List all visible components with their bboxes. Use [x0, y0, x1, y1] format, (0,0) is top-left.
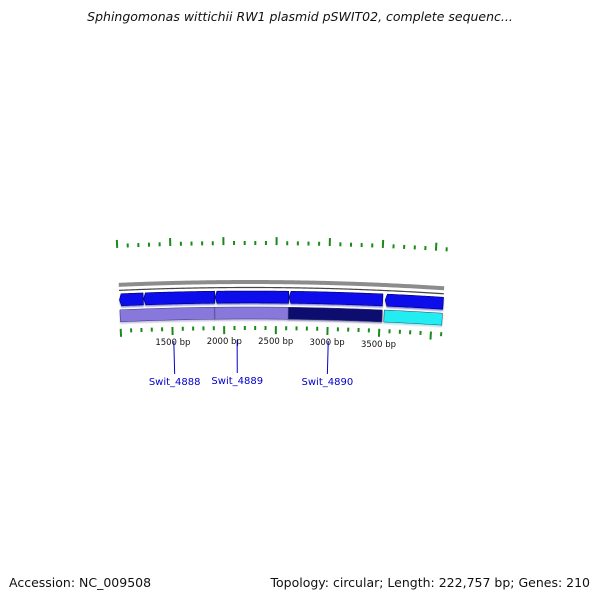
backbone-line [118, 280, 445, 291]
forward-strand-genes [119, 290, 444, 310]
map-title: Sphingomonas wittichii RW1 plasmid pSWIT… [87, 9, 513, 24]
gene-labels: Swit_4888 Swit_4889 Swit_4890 [149, 340, 353, 388]
reverse-gene-2 [214, 306, 289, 320]
gene-label-leader [326, 341, 329, 375]
gene-label[interactable]: Swit_4889 [211, 376, 263, 387]
topology-stats-text: Topology: circular; Length: 222,757 bp; … [270, 575, 591, 590]
gene-label[interactable]: Swit_4890 [302, 377, 354, 388]
bp-scale-labels: 1500 bp 2000 bp 2500 bp 3000 bp 3500 bp [155, 337, 396, 350]
reverse-strand-genes [119, 306, 443, 326]
forward-gene-1 [119, 292, 144, 307]
forward-gene-5 [384, 293, 444, 310]
forward-gene-4 [288, 290, 384, 307]
bp-label: 3500 bp [361, 340, 396, 350]
bp-label: 2500 bp [258, 337, 293, 347]
forward-gene-2 [143, 290, 216, 306]
gene-label-leader [173, 340, 176, 374]
bp-label: 2000 bp [207, 337, 242, 347]
gene-label[interactable]: Swit_4888 [149, 377, 201, 388]
outer-tick-marks [115, 237, 448, 252]
backbone-inner-line [119, 286, 444, 295]
reverse-gene-1 [119, 306, 216, 323]
inner-tick-marks [119, 326, 443, 340]
forward-gene-3 [214, 290, 290, 304]
reverse-gene-3 [288, 306, 383, 323]
bp-label: 1500 bp [155, 338, 190, 348]
backbone [118, 280, 445, 295]
bp-label: 3000 bp [310, 338, 345, 348]
accession-text: Accession: NC_009508 [9, 575, 152, 590]
reverse-gene-4 [383, 309, 443, 326]
